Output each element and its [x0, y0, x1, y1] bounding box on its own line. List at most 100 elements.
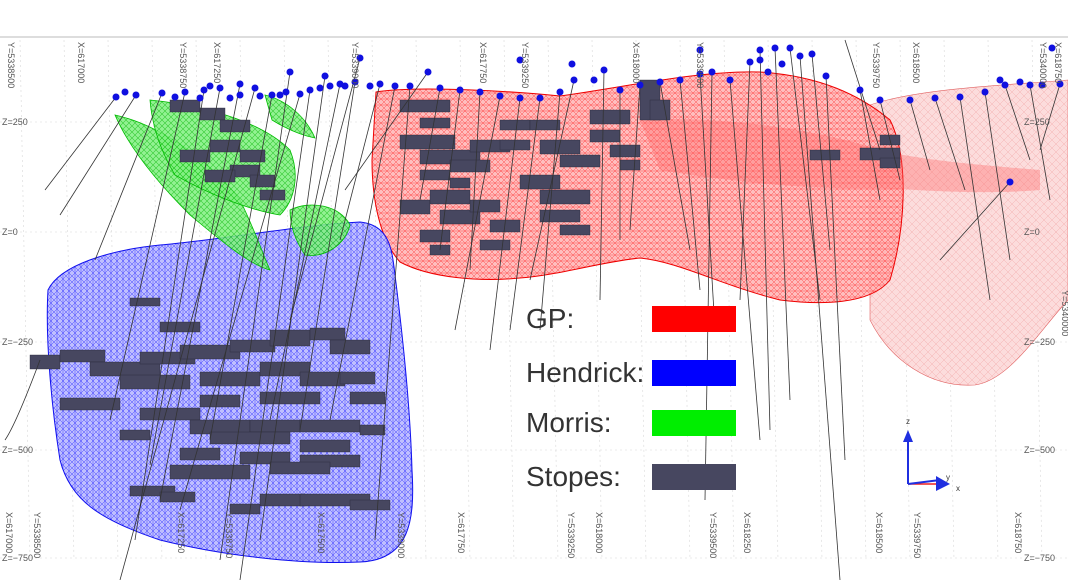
- drill-hole-collar: [1038, 81, 1046, 89]
- stope-block: [649, 99, 671, 121]
- drill-hole-collar: [236, 91, 244, 99]
- legend: GP: Hendrick: Morris: Stopes:: [526, 303, 736, 492]
- legend-label-gp: GP:: [526, 303, 574, 334]
- drill-hole-collar: [778, 60, 786, 68]
- legend-swatch-stopes: [652, 464, 736, 490]
- drill-hole-collar: [476, 88, 484, 96]
- stope-block: [199, 371, 261, 387]
- stope-block: [399, 199, 431, 215]
- drill-hole-collar: [496, 92, 504, 100]
- drill-trace: [984, 91, 1011, 261]
- stope-block: [559, 154, 601, 168]
- top-coordinate-label: X=617250: [212, 42, 222, 83]
- stope-block: [479, 239, 511, 251]
- drill-trace: [339, 83, 381, 241]
- drill-trace: [599, 69, 605, 301]
- drill-hole-collar: [391, 82, 399, 90]
- z-label-left: Z=−750: [2, 553, 33, 563]
- drill-hole-collar: [216, 84, 224, 92]
- drill-trace: [789, 47, 821, 301]
- top-coordinate-label: X=618000: [631, 42, 641, 83]
- drill-hole-collar: [351, 78, 359, 86]
- legend-label-hendrick: Hendrick:: [526, 357, 644, 388]
- drill-hole-collar: [1016, 78, 1024, 86]
- stope-block: [299, 439, 351, 453]
- stope-block: [309, 327, 346, 341]
- stope-block: [339, 371, 376, 385]
- drill-trace: [799, 55, 841, 580]
- top-coordinate-label: Y=5339250: [520, 42, 530, 88]
- grid-line-vertical: [19, 39, 31, 561]
- legend-label-morris: Morris:: [526, 407, 612, 438]
- stope-block: [809, 149, 841, 161]
- stope-block: [259, 493, 306, 507]
- drill-hole-collar: [321, 72, 329, 80]
- drill-trace: [149, 87, 221, 466]
- drill-hole-collar: [121, 88, 129, 96]
- drill-trace: [934, 97, 966, 191]
- z-label-right: Z=250: [1024, 117, 1050, 127]
- stope-block: [269, 329, 311, 347]
- drill-hole-collar: [376, 80, 384, 88]
- z-label-right: Z=0: [1024, 227, 1040, 237]
- bottom-coordinate-label: Y=5338500: [32, 512, 42, 558]
- stope-block: [219, 119, 251, 133]
- drill-hole-collar: [756, 46, 764, 54]
- drill-hole-collar: [406, 82, 414, 90]
- stope-block: [469, 199, 501, 213]
- drill-hole-collar: [256, 92, 264, 100]
- drill-hole-collar: [456, 86, 464, 94]
- bottom-coordinate-label: Y=5338750: [224, 512, 234, 558]
- drill-hole-collar: [981, 88, 989, 96]
- drill-hole-collar: [341, 82, 349, 90]
- drill-hole-collar: [796, 52, 804, 60]
- drill-trace: [259, 75, 326, 541]
- stope-block: [159, 491, 196, 503]
- drill-hole-collar: [808, 50, 816, 58]
- stope-block: [589, 129, 621, 143]
- right-coordinate-label: Y=5340000: [1060, 290, 1068, 336]
- legend-swatch-hendrick: [652, 360, 736, 386]
- drill-trace: [489, 97, 521, 351]
- stope-block: [259, 391, 321, 405]
- drill-trace: [909, 99, 931, 171]
- drill-hole-collar: [306, 86, 314, 94]
- stope-block: [269, 461, 331, 475]
- stope-block: [129, 485, 176, 497]
- drill-trace: [879, 99, 901, 181]
- bottom-coordinate-label: Y=5339500: [708, 512, 718, 558]
- drill-trace: [469, 91, 481, 271]
- drill-trace: [239, 89, 311, 580]
- drill-hole-collar: [200, 86, 208, 94]
- drill-hole-collar: [366, 82, 374, 90]
- drill-trace: [419, 87, 441, 201]
- stope-block: [29, 354, 61, 370]
- drill-trace: [4, 359, 41, 441]
- z-label-left: Z=−250: [2, 337, 33, 347]
- drill-hole-collar: [158, 89, 166, 97]
- z-label-left: Z=250: [2, 117, 28, 127]
- drill-hole-collar: [570, 76, 578, 84]
- drill-hole-collar: [822, 72, 830, 80]
- drill-hole-collar: [112, 93, 120, 101]
- stope-block: [349, 499, 391, 511]
- drill-trace: [269, 83, 341, 421]
- top-coordinate-label: Y=5339750: [871, 42, 881, 88]
- drill-trace: [59, 94, 137, 216]
- drill-trace: [509, 97, 541, 331]
- bottom-coordinate-label: Y=5339000: [396, 512, 406, 558]
- triad-z-label: z: [906, 417, 910, 426]
- top-coordinate-label: Y=5339500: [695, 42, 705, 88]
- stope-block: [159, 321, 201, 333]
- drill-hole-collar: [226, 94, 234, 102]
- stope-block: [359, 424, 386, 436]
- drill-hole-collar: [206, 82, 214, 90]
- triad-x-label: x: [956, 484, 960, 493]
- drill-hole-collar: [996, 76, 1004, 84]
- drill-trace: [1039, 83, 1061, 151]
- stope-block: [59, 397, 121, 411]
- drill-hole-collar: [786, 44, 794, 52]
- drill-hole-collar: [196, 94, 204, 102]
- top-coordinate-label: X=618500: [911, 42, 921, 83]
- stope-block: [449, 177, 471, 189]
